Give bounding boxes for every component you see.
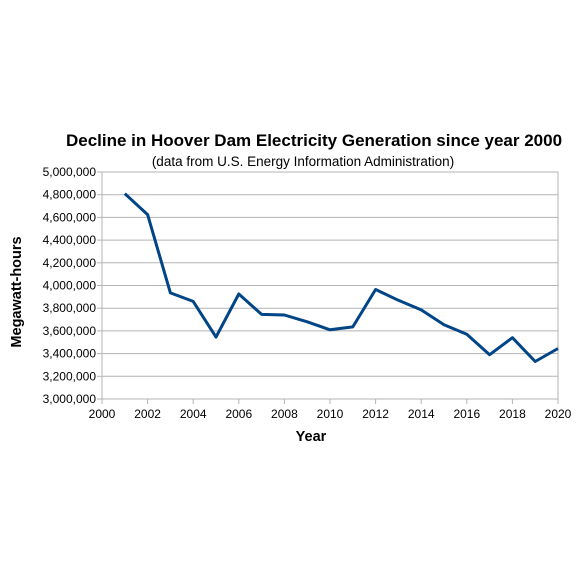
y-tick-label: 5,000,000 <box>43 165 97 179</box>
x-tick-label: 2006 <box>225 407 252 421</box>
x-tick-label: 2010 <box>317 407 344 421</box>
tick-layer <box>97 171 559 404</box>
y-tick-label: 4,600,000 <box>43 210 97 224</box>
x-tick-label: 2018 <box>499 407 526 421</box>
y-axis-title: Megawatt-hours <box>9 236 25 347</box>
grid-layer <box>102 171 558 400</box>
x-tick-label: 2016 <box>453 407 480 421</box>
y-tick-label: 3,000,000 <box>43 392 97 406</box>
x-tick-label: 2000 <box>89 407 116 421</box>
series-layer <box>123 192 559 363</box>
chart-subtitle: (data from U.S. Energy Information Admin… <box>152 154 454 169</box>
x-tick-label: 2014 <box>408 407 435 421</box>
y-tick-label: 3,800,000 <box>43 301 97 315</box>
y-tick-label: 4,000,000 <box>43 279 97 293</box>
y-tick-label: 3,200,000 <box>43 369 97 383</box>
y-tick-label: 3,400,000 <box>43 347 97 361</box>
x-tick-label: 2012 <box>362 407 389 421</box>
y-tick-label: 3,600,000 <box>43 324 97 338</box>
y-tick-label: 4,200,000 <box>43 256 97 270</box>
x-tick-label: 2020 <box>545 407 572 421</box>
x-tick-label: 2008 <box>271 407 298 421</box>
x-tick-label: 2004 <box>180 407 207 421</box>
y-axis-labels: 3,000,000 3,200,000 3,400,000 3,600,000 3,80… <box>43 165 97 406</box>
y-tick-label: 4,400,000 <box>43 233 97 247</box>
y-tick-label: 4,800,000 <box>43 188 97 202</box>
series-line <box>123 192 559 363</box>
x-tick-label: 2002 <box>134 407 161 421</box>
x-axis-title: Year <box>296 429 327 445</box>
chart-title: Decline in Hoover Dam Electricity Genera… <box>66 131 562 150</box>
x-axis-labels: 2000 2002 2004 2006 2008 2010 2012 2014 2016 2018… <box>89 407 572 421</box>
